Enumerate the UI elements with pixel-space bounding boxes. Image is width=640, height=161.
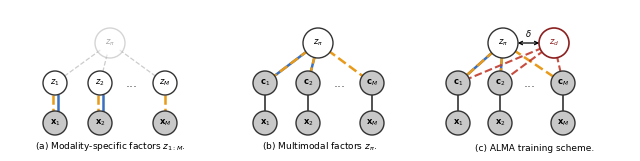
Circle shape [303,28,333,58]
Text: $\mathbf{x}_1$: $\mathbf{x}_1$ [260,118,270,128]
Circle shape [360,111,384,135]
Text: $\mathbf{c}_2$: $\mathbf{c}_2$ [495,78,505,88]
Text: $\mathbf{c}_1$: $\mathbf{c}_1$ [260,78,270,88]
Text: $z_\pi$: $z_\pi$ [313,38,323,48]
Text: $\mathbf{x}_2$: $\mathbf{x}_2$ [95,118,106,128]
Circle shape [88,111,112,135]
Circle shape [539,28,569,58]
Circle shape [43,111,67,135]
Circle shape [153,111,177,135]
Circle shape [253,71,277,95]
Text: $\mathbf{c}_M$: $\mathbf{c}_M$ [557,78,569,88]
Circle shape [360,71,384,95]
Circle shape [95,28,125,58]
Text: $z_2$: $z_2$ [95,78,105,88]
Circle shape [488,111,512,135]
Text: $\mathbf{c}_1$: $\mathbf{c}_1$ [453,78,463,88]
Text: (b) Multimodal factors $z_{\pi}$.: (b) Multimodal factors $z_{\pi}$. [262,141,378,153]
Circle shape [488,71,512,95]
Circle shape [446,111,470,135]
Text: $\mathbf{x}_2$: $\mathbf{x}_2$ [303,118,314,128]
Text: $\delta$: $\delta$ [525,28,532,38]
Circle shape [551,71,575,95]
Text: ...: ... [334,76,346,90]
Text: $\mathbf{c}_2$: $\mathbf{c}_2$ [303,78,313,88]
Circle shape [488,28,518,58]
Text: $\mathbf{x}_M$: $\mathbf{x}_M$ [557,118,569,128]
Circle shape [43,71,67,95]
Text: $\mathbf{x}_1$: $\mathbf{x}_1$ [50,118,60,128]
Text: $\mathbf{c}_M$: $\mathbf{c}_M$ [366,78,378,88]
Text: ...: ... [126,76,138,90]
Circle shape [88,71,112,95]
Circle shape [551,111,575,135]
Circle shape [253,111,277,135]
Text: $\mathbf{x}_2$: $\mathbf{x}_2$ [495,118,506,128]
Text: $\mathbf{x}_1$: $\mathbf{x}_1$ [452,118,463,128]
Text: $z_\pi$: $z_\pi$ [498,38,508,48]
Circle shape [153,71,177,95]
Text: $z_d$: $z_d$ [549,38,559,48]
Text: $z_\pi$: $z_\pi$ [105,38,115,48]
Text: $z_1$: $z_1$ [50,78,60,88]
Circle shape [446,71,470,95]
Text: (a) Modality-specific factors $z_{1:M}$.: (a) Modality-specific factors $z_{1:M}$. [35,140,186,153]
Text: ...: ... [524,76,536,90]
Circle shape [296,111,320,135]
Text: $\mathbf{x}_M$: $\mathbf{x}_M$ [159,118,171,128]
Circle shape [296,71,320,95]
Text: $\mathbf{x}_M$: $\mathbf{x}_M$ [366,118,378,128]
Text: $z_M$: $z_M$ [159,78,171,88]
Text: (c) ALMA training scheme.: (c) ALMA training scheme. [476,144,595,153]
